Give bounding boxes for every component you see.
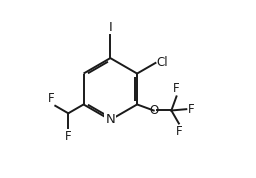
Text: N: N xyxy=(105,113,115,126)
Text: F: F xyxy=(173,82,180,95)
Text: F: F xyxy=(65,130,72,143)
Text: F: F xyxy=(48,92,54,105)
Text: I: I xyxy=(109,21,112,34)
Text: O: O xyxy=(150,104,159,117)
Text: Cl: Cl xyxy=(157,56,168,69)
Text: F: F xyxy=(176,125,183,138)
Text: F: F xyxy=(188,103,194,116)
